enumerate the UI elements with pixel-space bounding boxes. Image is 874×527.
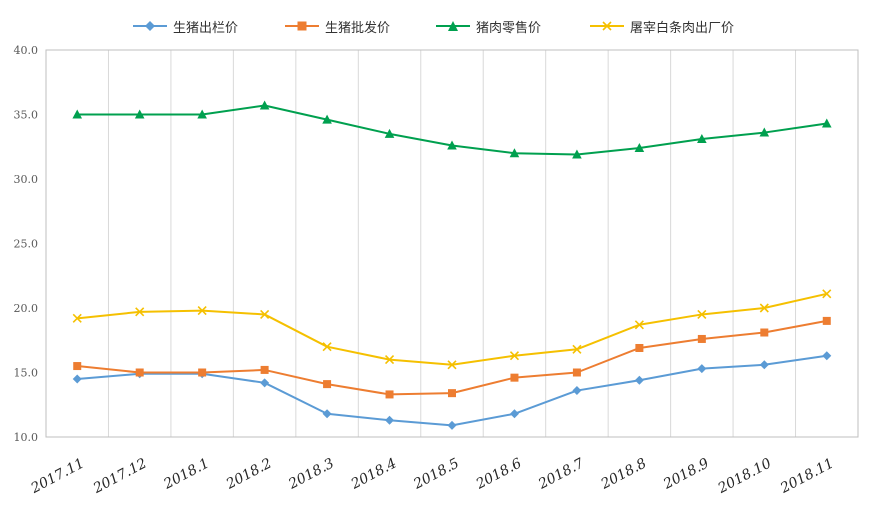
legend-item-series-3: 猪肉零售价	[436, 14, 541, 38]
y-tick-label: 30.0	[14, 173, 39, 186]
data-point-series-4	[260, 309, 270, 320]
legend-marker-series-3	[436, 21, 470, 31]
data-point-series-2	[697, 334, 706, 343]
x-tick-label: 2018.6	[473, 455, 525, 493]
x-tick-label: 2018.5	[410, 455, 462, 493]
data-point-series-4	[572, 344, 582, 354]
data-point-series-4	[759, 303, 769, 313]
data-point-series-4	[72, 313, 82, 323]
legend-marker-series-4	[590, 21, 624, 31]
data-point-series-2	[448, 389, 456, 398]
data-point-series-1	[697, 364, 707, 374]
data-point-series-4	[197, 306, 207, 316]
data-point-series-2	[822, 316, 831, 325]
legend: 生猪出栏价 生猪批发价 猪肉零售价 屠宰白条肉出厂价	[0, 14, 874, 38]
data-point-series-3	[72, 109, 83, 119]
x-tick-label: 2018.4	[348, 455, 400, 493]
data-point-series-3	[197, 109, 207, 119]
x-tick-label: 2018.3	[285, 455, 337, 493]
x-tick-label: 2018.9	[660, 455, 712, 493]
data-point-series-3	[509, 148, 520, 158]
legend-marker-series-1	[133, 21, 167, 31]
data-point-series-1	[759, 360, 769, 370]
data-point-series-4	[634, 320, 644, 330]
series-line-2	[77, 319, 827, 396]
data-point-series-2	[260, 365, 269, 374]
data-point-series-1	[322, 409, 332, 419]
y-tick-label: 10.0	[14, 431, 39, 444]
data-point-series-4	[135, 307, 145, 317]
legend-label-series-2: 生猪批发价	[325, 20, 391, 36]
data-point-series-4	[384, 355, 395, 365]
data-point-series-3	[697, 134, 707, 144]
data-point-series-2	[760, 328, 769, 337]
data-point-series-3	[259, 100, 270, 110]
data-point-series-3	[134, 109, 145, 119]
data-point-series-4	[322, 342, 332, 352]
data-point-series-4	[822, 289, 832, 299]
x-tick-label: 2017.12	[90, 455, 150, 497]
data-point-series-4	[509, 351, 520, 361]
series-line-4	[77, 292, 827, 366]
data-point-series-3	[447, 140, 457, 150]
legend-label-series-4: 屠宰白条肉出厂价	[630, 20, 735, 36]
data-point-series-3	[572, 149, 582, 159]
legend-item-series-1: 生猪出栏价	[133, 14, 238, 38]
data-point-series-2	[198, 368, 207, 377]
plot-frame	[45, 49, 859, 438]
data-point-series-2	[323, 380, 332, 389]
legend-label-series-3: 猪肉零售价	[476, 20, 542, 36]
data-point-series-2	[73, 362, 82, 371]
data-point-series-2	[572, 368, 581, 377]
legend-label-series-1: 生猪出栏价	[173, 20, 239, 36]
data-point-series-3	[634, 143, 645, 153]
x-tick-label: 2017.11	[28, 455, 88, 497]
data-point-series-3	[821, 118, 832, 128]
y-tick-label: 20.0	[14, 302, 39, 315]
y-tick-label: 15.0	[14, 367, 39, 380]
data-point-series-1	[72, 374, 82, 384]
x-tick-label: 2018.2	[223, 455, 275, 493]
x-tick-label: 2018.1	[160, 455, 212, 493]
x-tick-label: 2018.10	[715, 455, 775, 497]
data-point-series-3	[759, 127, 770, 137]
data-point-series-2	[510, 373, 519, 382]
data-point-series-1	[509, 409, 519, 419]
data-point-series-1	[260, 378, 270, 388]
legend-marker-series-2	[285, 21, 319, 31]
data-point-series-2	[385, 390, 394, 399]
data-point-series-2	[135, 368, 144, 377]
x-tick-label: 2018.8	[598, 455, 650, 493]
x-tick-label: 2018.11	[777, 455, 837, 497]
data-point-series-1	[572, 386, 582, 396]
y-tick-label: 40.0	[14, 44, 39, 57]
y-tick-label: 25.0	[14, 238, 39, 251]
data-point-series-4	[697, 309, 707, 320]
data-point-series-3	[322, 114, 332, 124]
data-point-series-1	[822, 351, 832, 361]
data-point-series-4	[447, 360, 457, 370]
data-point-series-2	[635, 343, 644, 352]
data-point-series-1	[447, 420, 457, 430]
legend-item-series-2: 生猪批发价	[285, 14, 390, 38]
x-tick-label: 2018.7	[535, 455, 587, 493]
legend-item-series-4: 屠宰白条肉出厂价	[590, 14, 734, 38]
data-point-series-1	[634, 375, 644, 385]
data-point-series-1	[385, 415, 395, 425]
y-tick-label: 35.0	[14, 109, 39, 122]
data-point-series-3	[384, 128, 395, 138]
